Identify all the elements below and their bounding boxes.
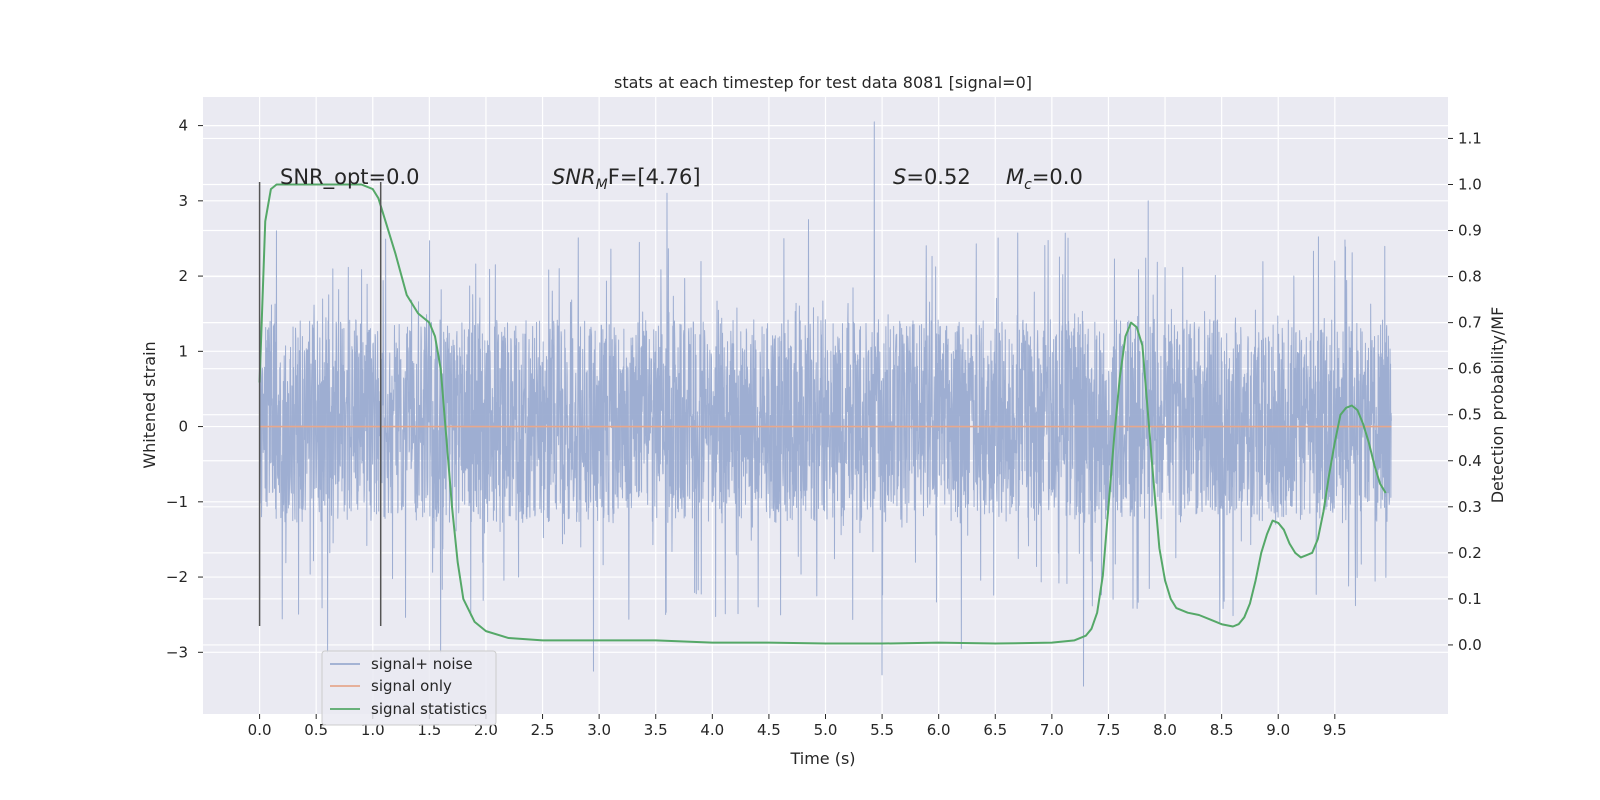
annotation-s: S=0.52 <box>893 165 971 189</box>
annotation-mc-sub: c <box>1024 177 1032 193</box>
series-layer <box>258 183 1392 645</box>
y-tick-label: 2 <box>178 267 188 285</box>
y-tick-label: −2 <box>166 568 188 586</box>
chart-title: stats at each timestep for test data 808… <box>614 73 1032 92</box>
series-signal-noise <box>259 121 1392 687</box>
legend: signal+ noise signal only signal statist… <box>321 650 497 726</box>
y2-tick-label: 1.0 <box>1458 175 1482 193</box>
annotation-s-rest: =0.52 <box>906 165 970 189</box>
y2-tick-label: 0.0 <box>1458 636 1482 654</box>
y2-tick-label: 0.6 <box>1458 360 1482 378</box>
x-tick-label: 5.0 <box>814 721 838 739</box>
x-axis-label: Time (s) <box>789 749 855 768</box>
y2-tick-label: 0.8 <box>1458 268 1482 286</box>
y2-tick-label: 0.3 <box>1458 498 1482 516</box>
y2-axis-label: Detection probability/MF <box>1488 307 1507 504</box>
annotation-snr-mf-rest: F=[4.76] <box>608 165 701 189</box>
annotation-mc-rest: =0.0 <box>1032 165 1083 189</box>
annotation-snr-mf-base: SNR <box>552 165 596 189</box>
x-tick-label: 3.5 <box>644 721 668 739</box>
x-tick-label: 4.0 <box>700 721 724 739</box>
y-tick-label: 4 <box>178 117 188 135</box>
y2-tick-label: 0.2 <box>1458 544 1482 562</box>
x-tick-label: 7.0 <box>1040 721 1064 739</box>
y-tick-label: −3 <box>166 643 188 661</box>
annotation-snr-mf: SNRMF=[4.76] <box>552 165 701 193</box>
y-tick-label: −1 <box>166 493 188 511</box>
x-tick-label: 8.5 <box>1210 721 1234 739</box>
annotation-mc-base: M <box>1006 165 1024 189</box>
y2-tick-label: 0.1 <box>1458 590 1482 608</box>
annotation-s-base: S <box>893 165 906 189</box>
legend-box <box>321 650 497 726</box>
y-tick-label: 3 <box>178 192 188 210</box>
annotation-snr-opt: SNR_opt=0.0 <box>280 165 420 190</box>
annotation-snr-mf-sub: M <box>596 177 608 193</box>
legend-label-signal-noise: signal+ noise <box>371 655 473 673</box>
y2-tick-label: 0.5 <box>1458 406 1482 424</box>
y-axis-label: Whitened strain <box>140 341 159 468</box>
x-tick-label: 6.5 <box>983 721 1007 739</box>
series-signal-statistics <box>258 183 1387 645</box>
vline-layer <box>258 182 382 626</box>
y2-tick-label: 1.1 <box>1458 129 1482 147</box>
annotation-mc: Mc=0.0 <box>1006 165 1083 193</box>
x-tick-label: 9.0 <box>1266 721 1290 739</box>
x-tick-label: 3.0 <box>587 721 611 739</box>
legend-label-signal-statistics: signal statistics <box>371 700 487 718</box>
y-tick-label: 1 <box>178 342 188 360</box>
x-tick-label: 9.5 <box>1323 721 1347 739</box>
x-tick-label: 7.5 <box>1097 721 1121 739</box>
x-tick-label: 0.5 <box>304 721 328 739</box>
x-tick-label: 6.0 <box>927 721 951 739</box>
y2-tick-label: 0.4 <box>1458 452 1482 470</box>
x-tick-label: 2.5 <box>531 721 555 739</box>
x-tick-label: 5.5 <box>870 721 894 739</box>
y-tick-label: 0 <box>178 418 188 436</box>
x-tick-label: 8.0 <box>1153 721 1177 739</box>
legend-label-signal-only: signal only <box>371 677 452 695</box>
y2-tick-label: 0.9 <box>1458 222 1482 240</box>
x-tick-label: 4.5 <box>757 721 781 739</box>
tick-layer: 0.0 0.5 1.0 1.5 2.0 2.5 3.0 3.5 4.0 4.5 5.0 5.5 6.0 6… <box>166 117 1482 739</box>
y2-tick-label: 0.7 <box>1458 314 1482 332</box>
noise-layer <box>259 121 1392 687</box>
x-tick-label: 0.0 <box>248 721 272 739</box>
